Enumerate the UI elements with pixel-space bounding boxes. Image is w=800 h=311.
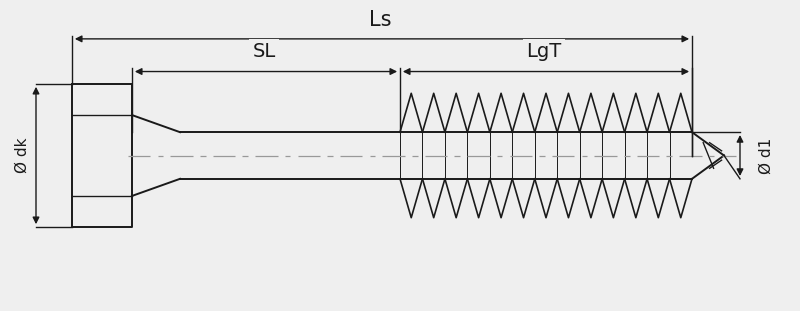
Text: SL: SL — [252, 42, 276, 61]
Text: Ø d1: Ø d1 — [759, 137, 774, 174]
Text: LgT: LgT — [526, 42, 562, 61]
Text: Ø dk: Ø dk — [15, 138, 30, 173]
Text: Ls: Ls — [369, 10, 391, 30]
